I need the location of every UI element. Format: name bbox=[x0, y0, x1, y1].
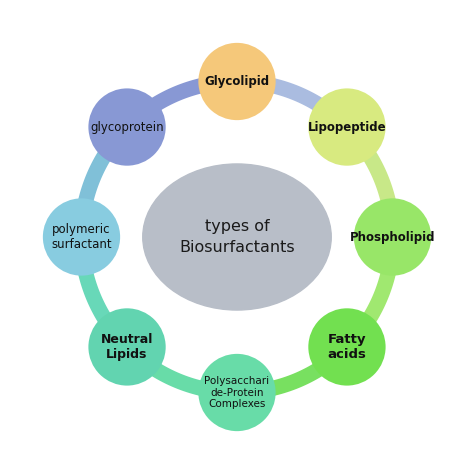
Circle shape bbox=[354, 198, 431, 276]
Text: polymeric
surfactant: polymeric surfactant bbox=[51, 223, 112, 251]
Text: Phospholipid: Phospholipid bbox=[350, 230, 435, 244]
Text: Fatty
acids: Fatty acids bbox=[328, 333, 366, 361]
Text: types of
Biosurfactants: types of Biosurfactants bbox=[179, 219, 295, 255]
Text: glycoprotein: glycoprotein bbox=[90, 120, 164, 134]
Circle shape bbox=[43, 198, 120, 276]
Circle shape bbox=[308, 308, 385, 385]
Text: Glycolipid: Glycolipid bbox=[204, 75, 270, 88]
Text: Polysacchari
de-Protein
Complexes: Polysacchari de-Protein Complexes bbox=[204, 376, 270, 409]
Circle shape bbox=[89, 89, 166, 166]
Circle shape bbox=[89, 308, 166, 385]
Ellipse shape bbox=[143, 164, 331, 310]
Text: Neutral
Lipids: Neutral Lipids bbox=[101, 333, 153, 361]
Circle shape bbox=[198, 43, 276, 120]
Circle shape bbox=[198, 354, 276, 431]
Circle shape bbox=[308, 89, 385, 166]
Text: Lipopeptide: Lipopeptide bbox=[308, 120, 386, 134]
